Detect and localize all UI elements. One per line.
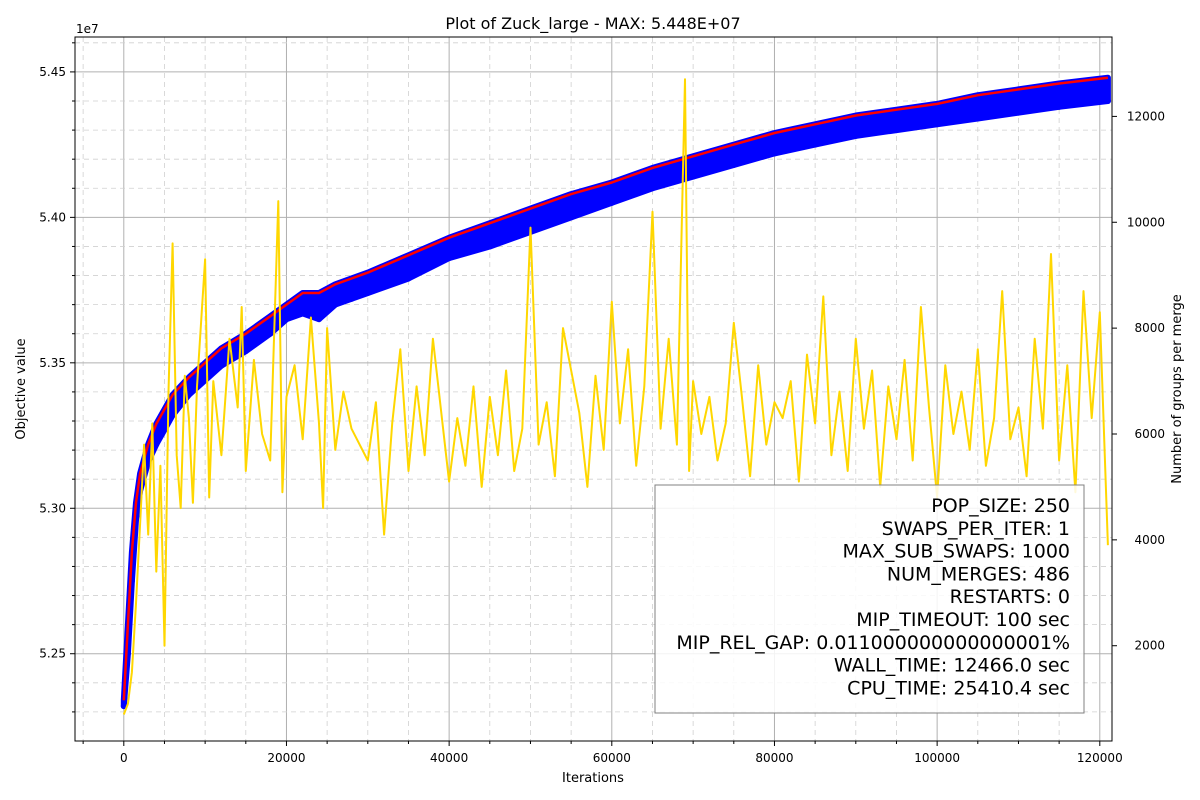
- population-point: [405, 275, 412, 282]
- population-point: [364, 290, 371, 296]
- y2-axis-label: Number of groups per merge: [1170, 294, 1185, 483]
- population-point: [267, 330, 274, 337]
- y2-tick-label: 4000: [1134, 533, 1165, 547]
- x-tick-label: 80000: [755, 751, 793, 765]
- population-point: [730, 162, 737, 168]
- y-tick-label: 5.45: [39, 65, 66, 79]
- y-offset-label: 1e7: [76, 22, 99, 36]
- y-tick-label: 5.40: [39, 210, 66, 224]
- x-axis-label: Iterations: [562, 771, 624, 786]
- annotation-line: MAX_SUB_SWAPS: 1000: [842, 541, 1070, 563]
- plot-frame: [74, 36, 1113, 742]
- annotation-line: POP_SIZE: 250: [931, 495, 1070, 517]
- population-point: [218, 362, 225, 369]
- annotation-line: NUM_MERGES: 486: [887, 563, 1070, 585]
- population-point: [316, 316, 322, 323]
- population-point: [161, 426, 168, 433]
- y-axis-ticks: 5.25 5.30 5.35 5.40 5.45: [39, 42, 75, 713]
- x-tick-label: 40000: [430, 751, 468, 765]
- y2-tick-label: 6000: [1134, 427, 1165, 441]
- y2-tick-label: 8000: [1134, 321, 1165, 335]
- population-point: [893, 127, 900, 134]
- chart-title: Plot of Zuck_large - MAX: 5.448E+07: [445, 14, 740, 34]
- population-point: [771, 150, 778, 157]
- annotation-line: SWAPS_PER_ITER: 1: [882, 518, 1070, 540]
- best-value-line: [122, 76, 1109, 701]
- population-point: [690, 173, 697, 180]
- population-point: [299, 310, 306, 317]
- population-point: [332, 301, 339, 308]
- y-tick-label: 5.30: [39, 501, 66, 515]
- annotation-frame: [654, 484, 1085, 714]
- annotation-line: RESTARTS: 0: [950, 586, 1070, 608]
- x-tick-label: 0: [120, 751, 128, 765]
- y-tick-label: 5.25: [39, 647, 66, 661]
- population-point: [486, 243, 493, 250]
- x-tick-label: 20000: [267, 751, 305, 765]
- population-point: [120, 703, 127, 710]
- y-tick-label: 5.35: [39, 356, 66, 370]
- population-point: [348, 295, 355, 302]
- population-point: [568, 214, 575, 221]
- annotation-line: MIP_TIMEOUT: 100 sec: [856, 609, 1070, 631]
- groups-per-merge-layer: [122, 78, 1109, 715]
- x-tick-label: 100000: [914, 751, 960, 765]
- population-point: [934, 121, 941, 128]
- population-point: [852, 132, 859, 139]
- population-point: [153, 441, 160, 448]
- annotation-line: CPU_TIME: 25410.4 sec: [847, 677, 1070, 699]
- best-value-layer: [122, 76, 1109, 701]
- x-tick-label: 60000: [593, 751, 631, 765]
- population-point: [446, 255, 453, 262]
- population-point: [974, 115, 981, 122]
- population-point: [1104, 98, 1111, 104]
- population-point: [145, 458, 152, 465]
- y2-tick-label: 10000: [1127, 215, 1165, 229]
- population-point: [169, 412, 176, 419]
- x-axis-ticks: 0 20000 40000 60000 80000 100000 120000: [82, 741, 1123, 765]
- groups-per-merge-line: [122, 78, 1109, 715]
- population-point: [649, 185, 656, 192]
- annotation-line: WALL_TIME: 12466.0 sec: [834, 655, 1070, 677]
- population-point: [608, 199, 615, 206]
- y2-axis-ticks: 2000 4000 6000 8000 10000 12000: [1112, 109, 1165, 653]
- y2-tick-label: 2000: [1134, 639, 1165, 653]
- population-point: [242, 348, 249, 355]
- population-point: [1056, 103, 1063, 110]
- y-axis-label: Objective value: [14, 338, 29, 439]
- y2-tick-label: 12000: [1127, 109, 1165, 123]
- population-point: [283, 316, 290, 323]
- population-point: [1015, 109, 1022, 116]
- x-tick-label: 120000: [1077, 751, 1123, 765]
- annotation-line: MIP_REL_GAP: 0.011000000000000001%: [676, 632, 1070, 654]
- population-point: [812, 141, 819, 148]
